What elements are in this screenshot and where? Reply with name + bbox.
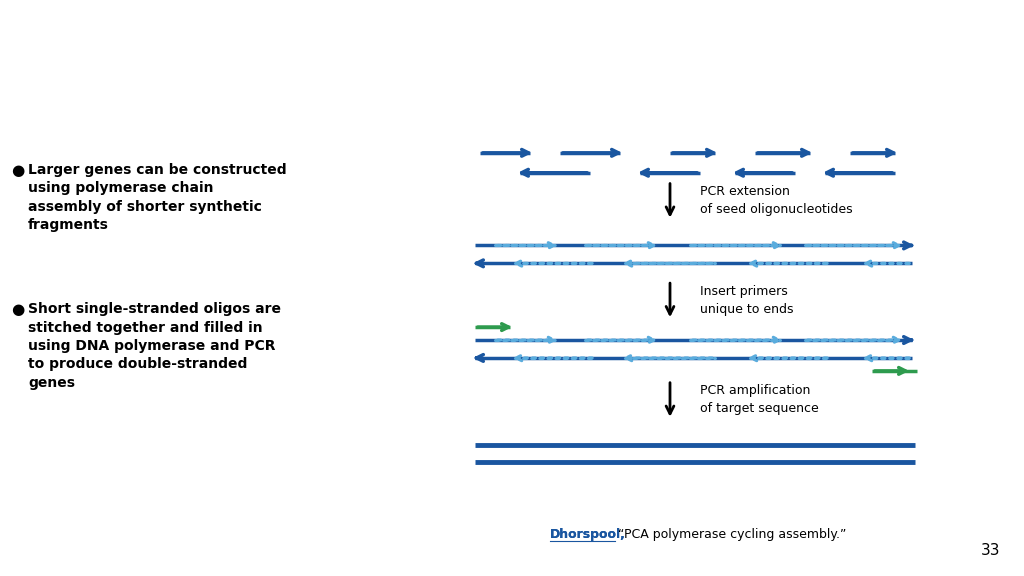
Text: PCR extension
of seed oligonucleotides: PCR extension of seed oligonucleotides — [700, 185, 853, 216]
Text: PCR amplification
of target sequence: PCR amplification of target sequence — [700, 384, 819, 415]
Text: Dhorspool,: Dhorspool, — [550, 528, 626, 541]
Text: Engineering DNA:: Engineering DNA: — [31, 28, 335, 57]
Text: Dhorspool,: Dhorspool, — [550, 528, 626, 541]
Text: Short single-stranded oligos are
stitched together and filled in
using DNA polym: Short single-stranded oligos are stitche… — [28, 302, 281, 390]
Text: “PCA polymerase cycling assembly.”: “PCA polymerase cycling assembly.” — [618, 528, 847, 541]
Text: ●: ● — [11, 163, 25, 178]
Text: Insert primers
unique to ends: Insert primers unique to ends — [700, 285, 794, 316]
Text: Larger genes can be constructed
using polymerase chain
assembly of shorter synth: Larger genes can be constructed using po… — [28, 163, 287, 232]
Text: How double-stranded genes are synthesized: How double-stranded genes are synthesize… — [31, 76, 796, 105]
Text: ●: ● — [11, 302, 25, 317]
Text: 33: 33 — [981, 543, 1000, 558]
